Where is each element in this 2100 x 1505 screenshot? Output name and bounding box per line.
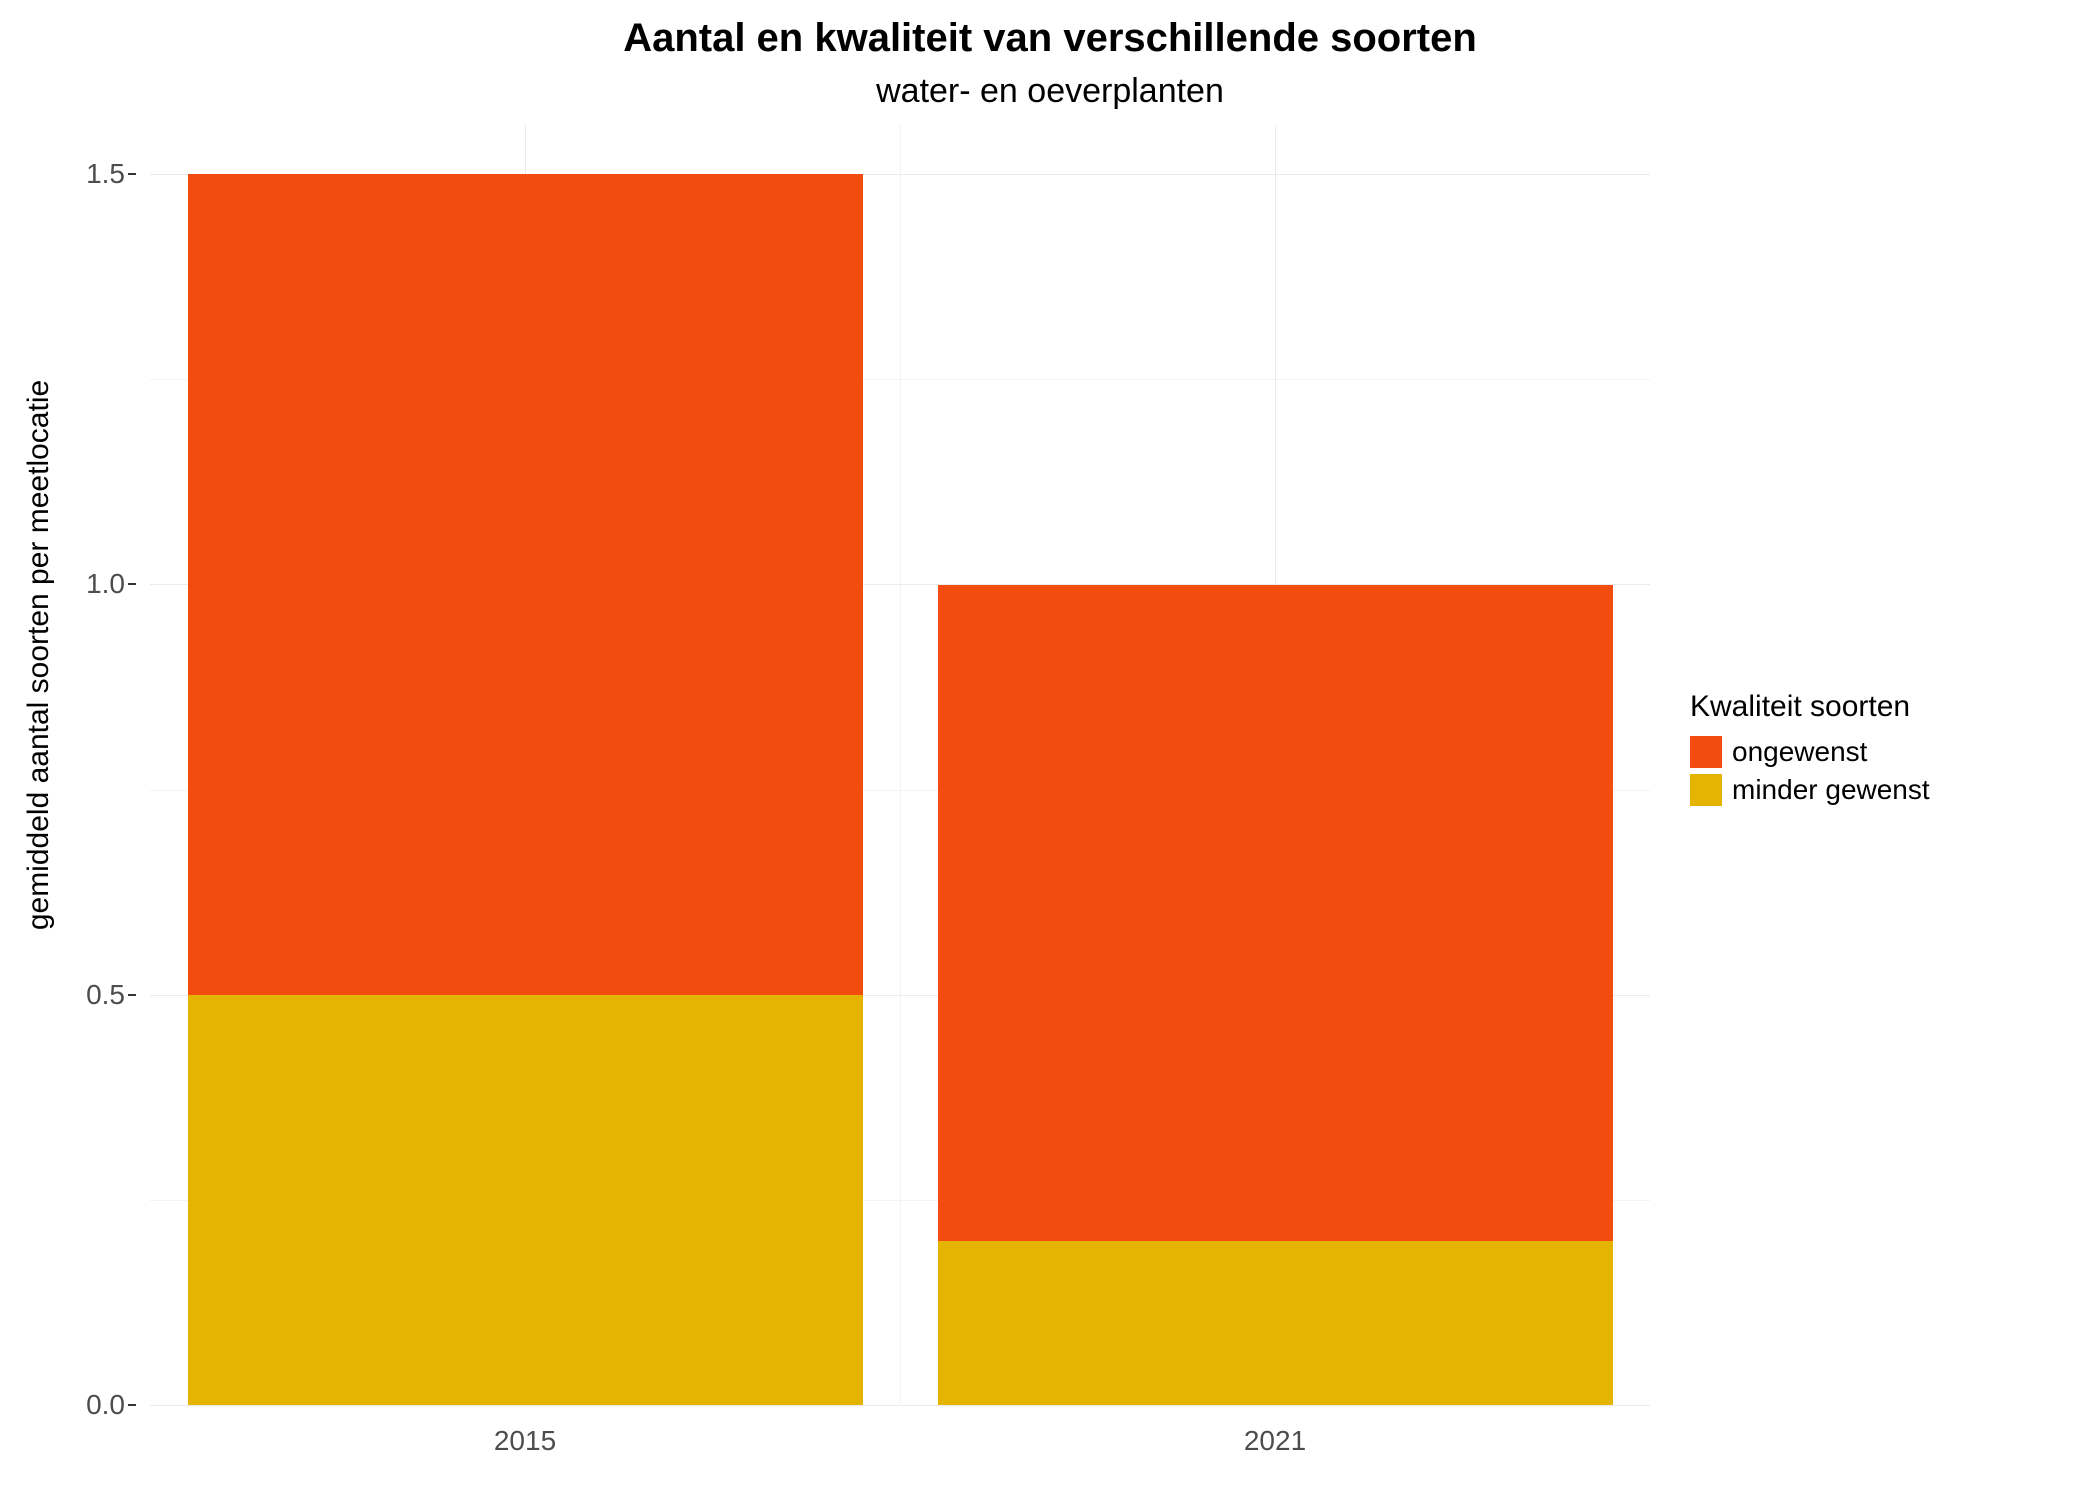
x-tick-label: 2015 <box>494 1425 556 1457</box>
plot-area <box>150 125 1650 1405</box>
legend-title: Kwaliteit soorten <box>1690 690 2070 724</box>
chart-title: Aantal en kwaliteit van verschillende so… <box>0 16 2100 61</box>
chart-container: Aantal en kwaliteit van verschillende so… <box>0 0 2100 1500</box>
legend-label: ongewenst <box>1732 736 1867 768</box>
legend-item: ongewenst <box>1690 736 2070 768</box>
legend-label: minder gewenst <box>1732 774 1930 806</box>
bar-group <box>188 125 863 1405</box>
y-tick-mark <box>128 1404 136 1406</box>
y-tick-mark <box>128 994 136 996</box>
bar-segment-minder_gewenst <box>188 995 863 1405</box>
x-axis: 2015 2021 <box>150 1405 1650 1505</box>
x-tick-label: 2021 <box>1244 1425 1306 1457</box>
bar-segment-minder_gewenst <box>938 1241 1613 1405</box>
y-tick-label: 1.5 <box>86 158 125 190</box>
y-tick-label: 1.0 <box>86 568 125 600</box>
chart-subtitle: water- en oeverplanten <box>0 72 2100 111</box>
y-tick-label: 0.0 <box>86 1389 125 1421</box>
legend-swatch <box>1690 774 1722 806</box>
y-tick-mark <box>128 173 136 175</box>
y-tick-mark <box>128 583 136 585</box>
y-tick-label: 0.5 <box>86 979 125 1011</box>
bar-segment-ongewenst <box>188 174 863 995</box>
bar-group <box>938 125 1613 1405</box>
legend-item: minder gewenst <box>1690 774 2070 806</box>
legend: Kwaliteit soorten ongewenst minder gewens… <box>1690 690 2070 812</box>
legend-swatch <box>1690 736 1722 768</box>
gridline-v-minor <box>900 125 901 1405</box>
y-axis: 0.00.51.01.5 <box>0 125 150 1405</box>
bar-segment-ongewenst <box>938 585 1613 1241</box>
